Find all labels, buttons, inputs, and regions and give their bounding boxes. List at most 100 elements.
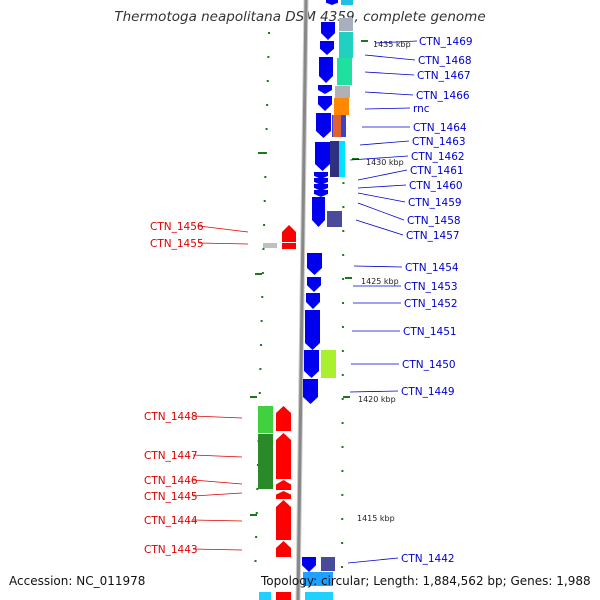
forward-gene-label: CTN_1469 (419, 36, 473, 48)
major-tick (361, 40, 368, 42)
forward-gene-arrow (319, 57, 333, 83)
tick-dot (262, 248, 265, 250)
forward-gene-label: CTN_1453 (404, 281, 458, 293)
tick-dot (260, 344, 263, 346)
leader-line (374, 40, 418, 44)
orange-red-feature (333, 115, 341, 137)
tick-dot (258, 392, 261, 394)
forward-gene-arrow (321, 22, 335, 40)
tick-dot (341, 566, 344, 568)
leader-line (349, 390, 399, 393)
tick-dot (342, 278, 345, 280)
forward-gene-arrow (305, 310, 320, 350)
forward-gene-label: CTN_1468 (418, 55, 472, 67)
ruler-label: 1415 kbp (357, 514, 395, 523)
tick-dot (264, 152, 267, 154)
ruler-label: 1430 kbp (366, 158, 404, 167)
tick-dot (341, 518, 344, 520)
leader-line (347, 557, 399, 564)
ruler-label: 1425 kbp (361, 277, 399, 286)
major-tick (255, 273, 262, 275)
leader-line (349, 155, 409, 161)
forward-gene-label: CTN_1461 (410, 165, 464, 177)
forward-gene-label: CTN_1466 (416, 90, 470, 102)
reverse-gene (282, 243, 296, 249)
accession-text: Accession: NC_011978 (9, 574, 146, 588)
reverse-gene-label: CTN_1444 (144, 515, 198, 527)
small-gene-arrow (314, 184, 328, 191)
forward-gene-arrow (320, 41, 334, 55)
tick-dot (266, 80, 269, 82)
forward-gene-label: rnc (413, 103, 430, 115)
leader-line (357, 169, 408, 181)
forward-gene-label: CTN_1464 (413, 122, 467, 134)
leader-line (353, 265, 403, 268)
major-tick (352, 158, 359, 160)
leader-line (364, 54, 416, 61)
forward-gene-arrow (304, 350, 319, 378)
ruler-label: 1435 kbp (373, 40, 411, 49)
tick-dot (264, 176, 267, 178)
forward-gene-label: CTN_1454 (405, 262, 459, 274)
major-tick (258, 152, 265, 154)
grey-feature (339, 18, 353, 31)
tick-dot (267, 56, 270, 58)
tick-dot (261, 296, 264, 298)
reverse-gene-label: CTN_1455 (150, 238, 204, 250)
tick-dot (341, 374, 344, 376)
forward-gene-arrow (302, 557, 316, 572)
forward-gene-label: CTN_1460 (409, 180, 463, 192)
tick-dot (341, 446, 344, 448)
major-tick (345, 277, 352, 279)
grey-feature (263, 243, 277, 248)
reverse-gene-arrow (276, 406, 291, 431)
leader-line (364, 107, 411, 110)
ruler-label: 1420 kbp (358, 395, 396, 404)
green-cyan-feature (337, 58, 352, 85)
cyan-feature (303, 572, 333, 586)
leader-line (359, 140, 410, 146)
tick-dot (265, 128, 268, 130)
forward-gene-label: CTN_1458 (407, 215, 461, 227)
major-tick (250, 514, 257, 516)
forward-gene-label: CTN_1459 (408, 197, 462, 209)
forward-gene-arrow (316, 113, 331, 138)
reverse-gene-label: CTN_1446 (144, 475, 198, 487)
leader-line (192, 519, 243, 522)
grey-feature (335, 86, 350, 98)
tick-dot (341, 326, 344, 328)
forward-gene-arrow (318, 85, 332, 94)
forward-gene-arrow (315, 142, 330, 171)
major-tick (250, 396, 257, 398)
tick-dot (342, 182, 345, 184)
tick-dot (255, 512, 258, 514)
forward-gene-arrow (307, 277, 321, 292)
reverse-gene-arrow (282, 225, 296, 242)
leader-line (192, 492, 243, 497)
reverse-gene-arrow (276, 500, 291, 540)
tick-dot (342, 230, 345, 232)
leader-line (198, 225, 249, 233)
small-gene-arrow (314, 190, 328, 197)
reverse-gene-arrow (276, 541, 291, 557)
green-feature (258, 406, 273, 433)
forward-gene-label: CTN_1463 (412, 136, 466, 148)
tick-dot (342, 254, 345, 256)
tick-dot (266, 104, 269, 106)
forward-gene-label: CTN_1442 (401, 553, 455, 565)
forward-gene-arrow (318, 96, 332, 111)
leader-line (355, 219, 404, 236)
purple-feature (321, 557, 335, 571)
reverse-gene-label: CTN_1456 (150, 221, 204, 233)
forward-gene-label: CTN_1457 (406, 230, 460, 242)
major-tick (343, 396, 350, 398)
lime-feature (321, 350, 336, 378)
leader-line (192, 548, 243, 551)
forward-gene-arrow (306, 293, 320, 309)
forward-gene-arrow (326, 0, 338, 5)
genome-backbone (295, 0, 309, 600)
leader-line (364, 91, 414, 96)
forward-gene-label: CTN_1462 (411, 151, 465, 163)
tick-dot (341, 422, 344, 424)
leader-line (192, 415, 243, 419)
